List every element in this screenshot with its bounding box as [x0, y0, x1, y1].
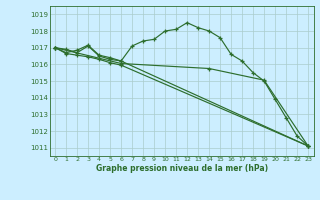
X-axis label: Graphe pression niveau de la mer (hPa): Graphe pression niveau de la mer (hPa) — [96, 164, 268, 173]
